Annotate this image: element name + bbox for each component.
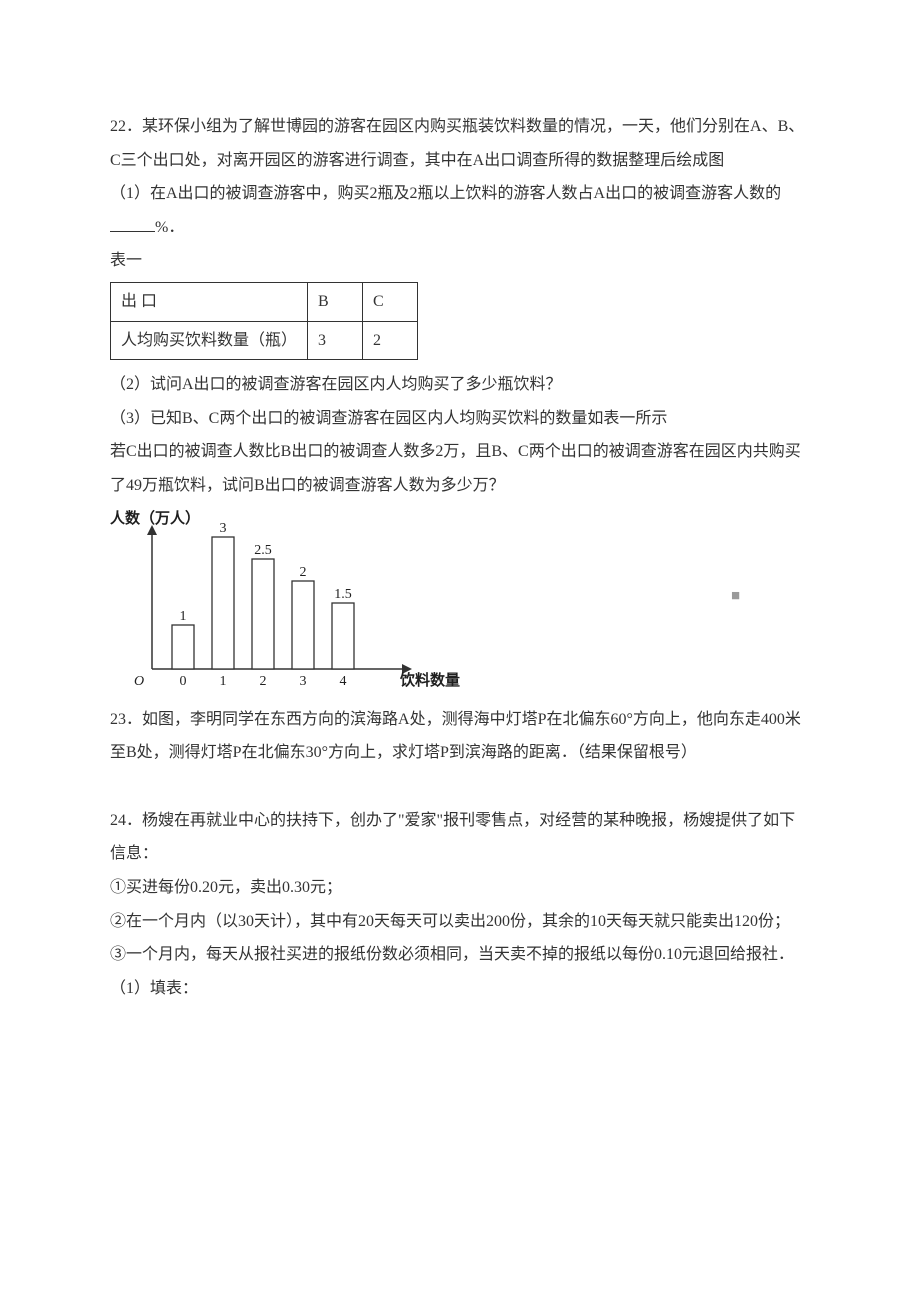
- table-cell: 3: [308, 321, 363, 360]
- q24-paragraph-3: ②在一个月内（以30天计），其中有20天每天可以卖出200份，其余的10天每天就…: [110, 905, 810, 939]
- q23-text-1: 如图，李明同学在东西方向的滨海路A处，测得海中灯塔P在北偏东60°方向上，他向东…: [110, 711, 801, 762]
- q22-number: 22．: [110, 118, 142, 135]
- table-cell: 人均购买饮料数量（瓶）: [111, 321, 308, 360]
- q24-paragraph-4: ③一个月内，每天从报社买进的报纸份数必须相同，当天卖不掉的报纸以每份0.10元退…: [110, 938, 810, 972]
- table-row: 人均购买饮料数量（瓶） 3 2: [111, 321, 418, 360]
- svg-text:O: O: [134, 674, 144, 689]
- table-cell: B: [308, 282, 363, 321]
- q22-blank: [110, 216, 155, 232]
- svg-text:1: 1: [220, 674, 227, 689]
- q24-paragraph-2: ①买进每份0.20元，卖出0.30元；: [110, 871, 810, 905]
- q24-text-1: 杨嫂在再就业中心的扶持下，创办了"爱家"报刊零售点，对经营的某种晚报，杨嫂提供了…: [110, 812, 795, 863]
- svg-text:人数（万人）: 人数（万人）: [110, 509, 200, 527]
- q22-table: 出 口 B C 人均购买饮料数量（瓶） 3 2: [110, 282, 418, 360]
- spacer: [110, 770, 810, 804]
- bar-chart-svg: 人数（万人） O 1 0 3 1 2.5 2 2 3 1.5 4 饮料数量（瓶）: [110, 509, 470, 699]
- svg-text:4: 4: [340, 674, 347, 689]
- q24-number: 24．: [110, 812, 142, 829]
- q22-table-title: 表一: [110, 244, 810, 278]
- svg-text:3: 3: [300, 674, 307, 689]
- q22-text-2a: （1）在A出口的被调查游客中，购买2瓶及2瓶以上饮料的游客人数占A出口的被调查游…: [110, 185, 781, 202]
- q23-paragraph-1: 23．如图，李明同学在东西方向的滨海路A处，测得海中灯塔P在北偏东60°方向上，…: [110, 703, 810, 770]
- q22-chart: 人数（万人） O 1 0 3 1 2.5 2 2 3 1.5 4 饮料数量（瓶） ■: [110, 509, 810, 699]
- q23-number: 23．: [110, 711, 142, 728]
- q22-text-2b: %．: [155, 219, 184, 236]
- svg-text:1: 1: [180, 609, 187, 624]
- table-cell: 2: [363, 321, 418, 360]
- svg-text:0: 0: [180, 674, 187, 689]
- q22-paragraph-1: 22．某环保小组为了解世博园的游客在园区内购买瓶装饮料数量的情况，一天，他们分别…: [110, 110, 810, 177]
- svg-text:3: 3: [220, 521, 227, 536]
- table-cell: C: [363, 282, 418, 321]
- svg-text:2: 2: [300, 565, 307, 580]
- q22-paragraph-2: （1）在A出口的被调查游客中，购买2瓶及2瓶以上饮料的游客人数占A出口的被调查游…: [110, 177, 810, 244]
- table-cell: 出 口: [111, 282, 308, 321]
- watermark-icon: ■: [731, 581, 740, 613]
- svg-text:饮料数量（瓶）: 饮料数量（瓶）: [399, 671, 470, 689]
- svg-text:2: 2: [260, 674, 267, 689]
- table-row: 出 口 B C: [111, 282, 418, 321]
- q22-paragraph-5: 若C出口的被调查人数比B出口的被调查人数多2万，且B、C两个出口的被调查游客在园…: [110, 435, 810, 502]
- q22-paragraph-4: （3）已知B、C两个出口的被调查游客在园区内人均购买饮料的数量如表一所示: [110, 402, 810, 436]
- q22-text-1: 某环保小组为了解世博园的游客在园区内购买瓶装饮料数量的情况，一天，他们分别在A、…: [110, 118, 804, 169]
- q24-paragraph-5: （1）填表：: [110, 972, 810, 1006]
- svg-text:2.5: 2.5: [254, 543, 272, 558]
- q24-paragraph-1: 24．杨嫂在再就业中心的扶持下，创办了"爱家"报刊零售点，对经营的某种晚报，杨嫂…: [110, 804, 810, 871]
- svg-text:1.5: 1.5: [334, 587, 352, 602]
- q22-paragraph-3: （2）试问A出口的被调查游客在园区内人均购买了多少瓶饮料？: [110, 368, 810, 402]
